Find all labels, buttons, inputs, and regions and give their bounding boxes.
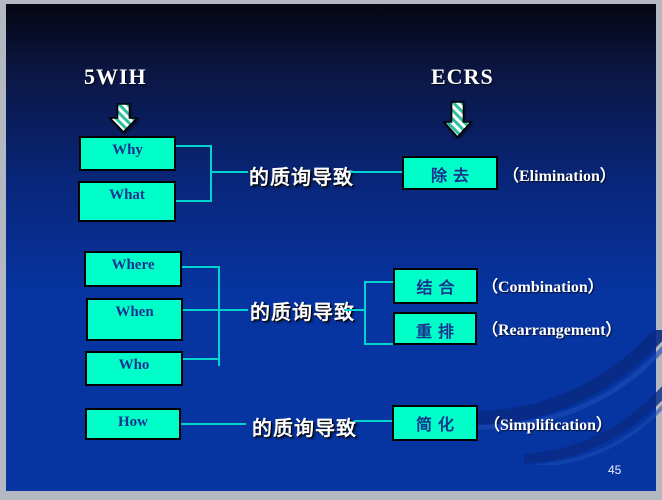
left-method-title: 5WIH [84, 64, 147, 89]
connector-line [176, 145, 212, 147]
result-annotation: （Simplification） [484, 417, 613, 434]
connector-line [364, 281, 366, 345]
connector-label: 的质询导致 [250, 302, 355, 324]
box-label: When [115, 304, 154, 320]
connector-line [218, 266, 220, 366]
connector-label: 的质询导致 [249, 167, 354, 189]
source-box-where: Where [84, 251, 182, 287]
connector-line [181, 423, 246, 425]
connector-line [220, 309, 248, 311]
striped-down-arrow-icon [108, 103, 139, 134]
box-label: How [118, 414, 148, 430]
result-box-simplification: 简化 [392, 405, 478, 441]
result-annotation: （Combination） [482, 279, 604, 296]
box-label: 结合 [416, 280, 461, 297]
connector-line [366, 343, 393, 345]
box-label: Where [111, 257, 155, 273]
result-annotation: （Elimination） [503, 168, 616, 185]
result-annotation: （Rearrangement） [482, 322, 622, 339]
connector-line [344, 309, 366, 311]
connector-label: 的质询导致 [252, 418, 357, 440]
source-box-who: Who [85, 351, 183, 386]
striped-down-arrow-icon [442, 101, 473, 139]
connector-line [350, 171, 402, 173]
result-box-rearrangement: 重排 [393, 312, 477, 345]
box-label: 除去 [430, 168, 475, 185]
result-box-elimination: 除去 [402, 156, 498, 190]
box-label: What [109, 187, 145, 203]
box-label: Who [118, 357, 150, 373]
connector-line [183, 309, 220, 311]
source-box-how: How [85, 408, 181, 440]
source-box-why: Why [79, 136, 176, 171]
connector-line [176, 200, 212, 202]
connector-line [182, 266, 220, 268]
right-method-title: ECRS [431, 64, 494, 89]
box-label: 重排 [415, 324, 460, 341]
connector-line [210, 145, 212, 202]
box-label: Why [112, 142, 143, 158]
source-box-when: When [86, 298, 183, 341]
box-label: 简化 [415, 417, 460, 434]
connector-line [210, 171, 248, 173]
result-box-combination: 结合 [393, 268, 478, 304]
connector-line [366, 281, 393, 283]
page-number: 45 [608, 463, 622, 477]
swoosh-decoration-icon [462, 330, 662, 465]
connector-line [354, 420, 392, 422]
source-box-what: What [78, 181, 176, 222]
connector-line [183, 358, 220, 360]
